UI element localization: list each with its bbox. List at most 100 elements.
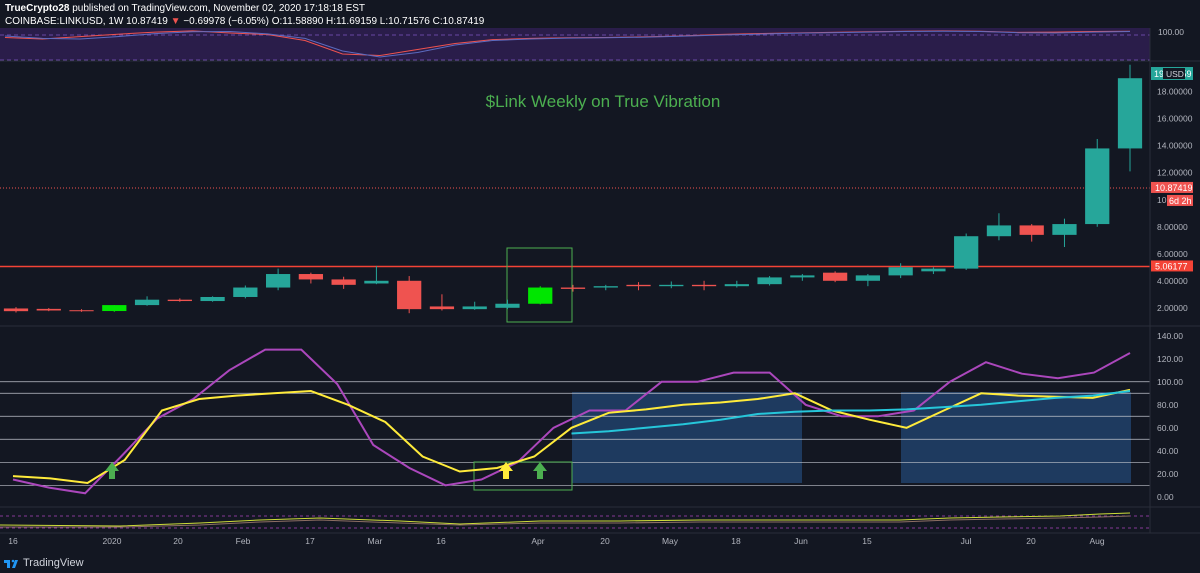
ohlc-open: O:11.58890 xyxy=(271,16,324,27)
indicator-purple-line xyxy=(12,348,1131,495)
indicator-tick-label: 80.00 xyxy=(1157,400,1179,410)
change-value: −0.69978 (−6.05%) xyxy=(183,16,269,27)
price-tick-label: 8.00000 xyxy=(1157,222,1188,232)
arrow-up-icon xyxy=(533,462,547,479)
publish-text: published on TradingView.com, November 0… xyxy=(69,3,366,14)
candle-body[interactable] xyxy=(921,268,946,272)
candle-body[interactable] xyxy=(954,236,979,269)
symbol-info: COINBASE:LINKUSD, 1W 10.87419 ▼ −0.69978… xyxy=(5,16,484,27)
candle-body[interactable] xyxy=(102,305,127,312)
candle-body[interactable] xyxy=(495,303,520,308)
candle-body[interactable] xyxy=(397,280,422,310)
time-tick: 20 xyxy=(173,536,183,546)
candle-body[interactable] xyxy=(1085,148,1110,225)
oscillator-band xyxy=(0,28,1150,60)
price-tick-label: 12.00000 xyxy=(1157,168,1193,178)
time-tick: Feb xyxy=(236,536,251,546)
candle-body[interactable] xyxy=(724,284,749,287)
price-tick-label: 6.00000 xyxy=(1157,249,1188,259)
candle-body[interactable] xyxy=(528,287,553,304)
candle-body[interactable] xyxy=(69,310,94,312)
last-price-badge-bg xyxy=(1151,181,1193,193)
indicator-tick-label: 40.00 xyxy=(1157,446,1179,456)
countdown-badge-bg xyxy=(1167,194,1193,206)
indicator-cyan-line xyxy=(571,390,1131,435)
indicator-tick-label: 140.00 xyxy=(1157,331,1183,341)
signal-arrow-1 xyxy=(105,462,119,479)
candle-body[interactable] xyxy=(134,299,160,306)
arrow-up-icon xyxy=(499,462,513,479)
tradingview-logo-icon xyxy=(4,559,18,568)
indicator-yellow-line xyxy=(12,388,1131,485)
hline-price-label: 5.06177 xyxy=(1155,261,1188,271)
bottom-series-2 xyxy=(0,515,1131,528)
candle-body[interactable] xyxy=(3,308,29,312)
oscillator-tick-label: 100.00 xyxy=(1158,27,1184,37)
logo-dot xyxy=(11,559,15,563)
candle-body[interactable] xyxy=(429,306,455,310)
candle-body[interactable] xyxy=(167,299,192,302)
indicator-levels xyxy=(0,381,1150,486)
candle-body[interactable] xyxy=(888,267,913,276)
candle-body[interactable] xyxy=(560,287,586,289)
time-tick: 17 xyxy=(305,536,315,546)
candles-group xyxy=(3,64,1143,314)
candle-body[interactable] xyxy=(331,279,356,285)
candle-body[interactable] xyxy=(364,280,389,284)
candle-body[interactable] xyxy=(462,306,487,310)
candle-body[interactable] xyxy=(593,286,618,288)
candle-body[interactable] xyxy=(790,275,815,278)
shaded-band-2 xyxy=(901,392,1131,483)
candle-body[interactable] xyxy=(1117,78,1143,149)
ohlc-high: H:11.69159 xyxy=(326,16,378,27)
last-price-badge: 10.87419 6d 2h xyxy=(1151,181,1193,206)
candle-body[interactable] xyxy=(36,308,61,311)
ohlc-close: C:10.87419 xyxy=(432,16,485,27)
symbol-label[interactable]: COINBASE:LINKUSD, 1W xyxy=(5,16,124,27)
candle-body[interactable] xyxy=(1052,224,1077,235)
time-tick: Jun xyxy=(794,536,808,546)
time-tick: 16 xyxy=(8,536,18,546)
last-value: 10.87419 xyxy=(126,16,168,27)
time-tick: 15 xyxy=(862,536,872,546)
down-arrow-icon: ▼ xyxy=(170,16,181,27)
candle-body[interactable] xyxy=(757,277,782,285)
price-tick-label: 16.00000 xyxy=(1157,114,1193,124)
time-axis[interactable]: 16 2020 20 Feb 17 Mar 16 Apr 20 May 18 J… xyxy=(8,536,1105,546)
price-tick-label: 18.00000 xyxy=(1157,87,1193,97)
shaded-band-1 xyxy=(572,392,802,483)
candle-body[interactable] xyxy=(233,287,258,297)
candle-body[interactable] xyxy=(986,225,1012,237)
indicator-tick-label: 120.00 xyxy=(1157,354,1183,364)
candle-body[interactable] xyxy=(200,296,225,302)
author-name[interactable]: TrueCrypto28 xyxy=(5,3,70,14)
currency-label: USD xyxy=(1166,69,1184,79)
indicator-axis-ticks: 0.00 20.00 40.00 60.00 80.00 100.00 120.00 140.… xyxy=(1157,331,1183,502)
time-tick: Aug xyxy=(1089,536,1104,546)
pane-price: $Link Weekly on True Vibration 2.00000 4.… xyxy=(0,64,1193,323)
last-price-label: 10.87419 xyxy=(1155,183,1193,193)
signal-box-price xyxy=(506,247,573,323)
time-tick: 18 xyxy=(731,536,741,546)
tradingview-watermark[interactable]: TradingView xyxy=(3,557,84,569)
chart-title: $Link Weekly on True Vibration xyxy=(486,92,721,111)
currency-badge[interactable] xyxy=(1163,68,1185,79)
signal-arrow-3 xyxy=(533,462,547,479)
candle-body[interactable] xyxy=(298,274,324,280)
price-tick-label: 14.00000 xyxy=(1157,141,1193,151)
candle-body[interactable] xyxy=(691,284,717,287)
indicator-tick-label: 0.00 xyxy=(1157,492,1174,502)
candle-body[interactable] xyxy=(626,284,651,287)
candle-body[interactable] xyxy=(855,275,881,281)
candle-body[interactable] xyxy=(1019,225,1044,235)
candle-body[interactable] xyxy=(822,272,848,281)
candle-body[interactable] xyxy=(265,274,291,288)
hline-price-badge: 5.06177 xyxy=(1151,260,1193,272)
candle-body[interactable] xyxy=(659,284,684,287)
arrow-up-icon xyxy=(105,462,119,479)
signal-arrow-2 xyxy=(499,462,513,479)
price-tick-label: 4.00000 xyxy=(1157,276,1188,286)
time-tick: Apr xyxy=(531,536,544,546)
indicator-tick-label: 100.00 xyxy=(1157,377,1183,387)
